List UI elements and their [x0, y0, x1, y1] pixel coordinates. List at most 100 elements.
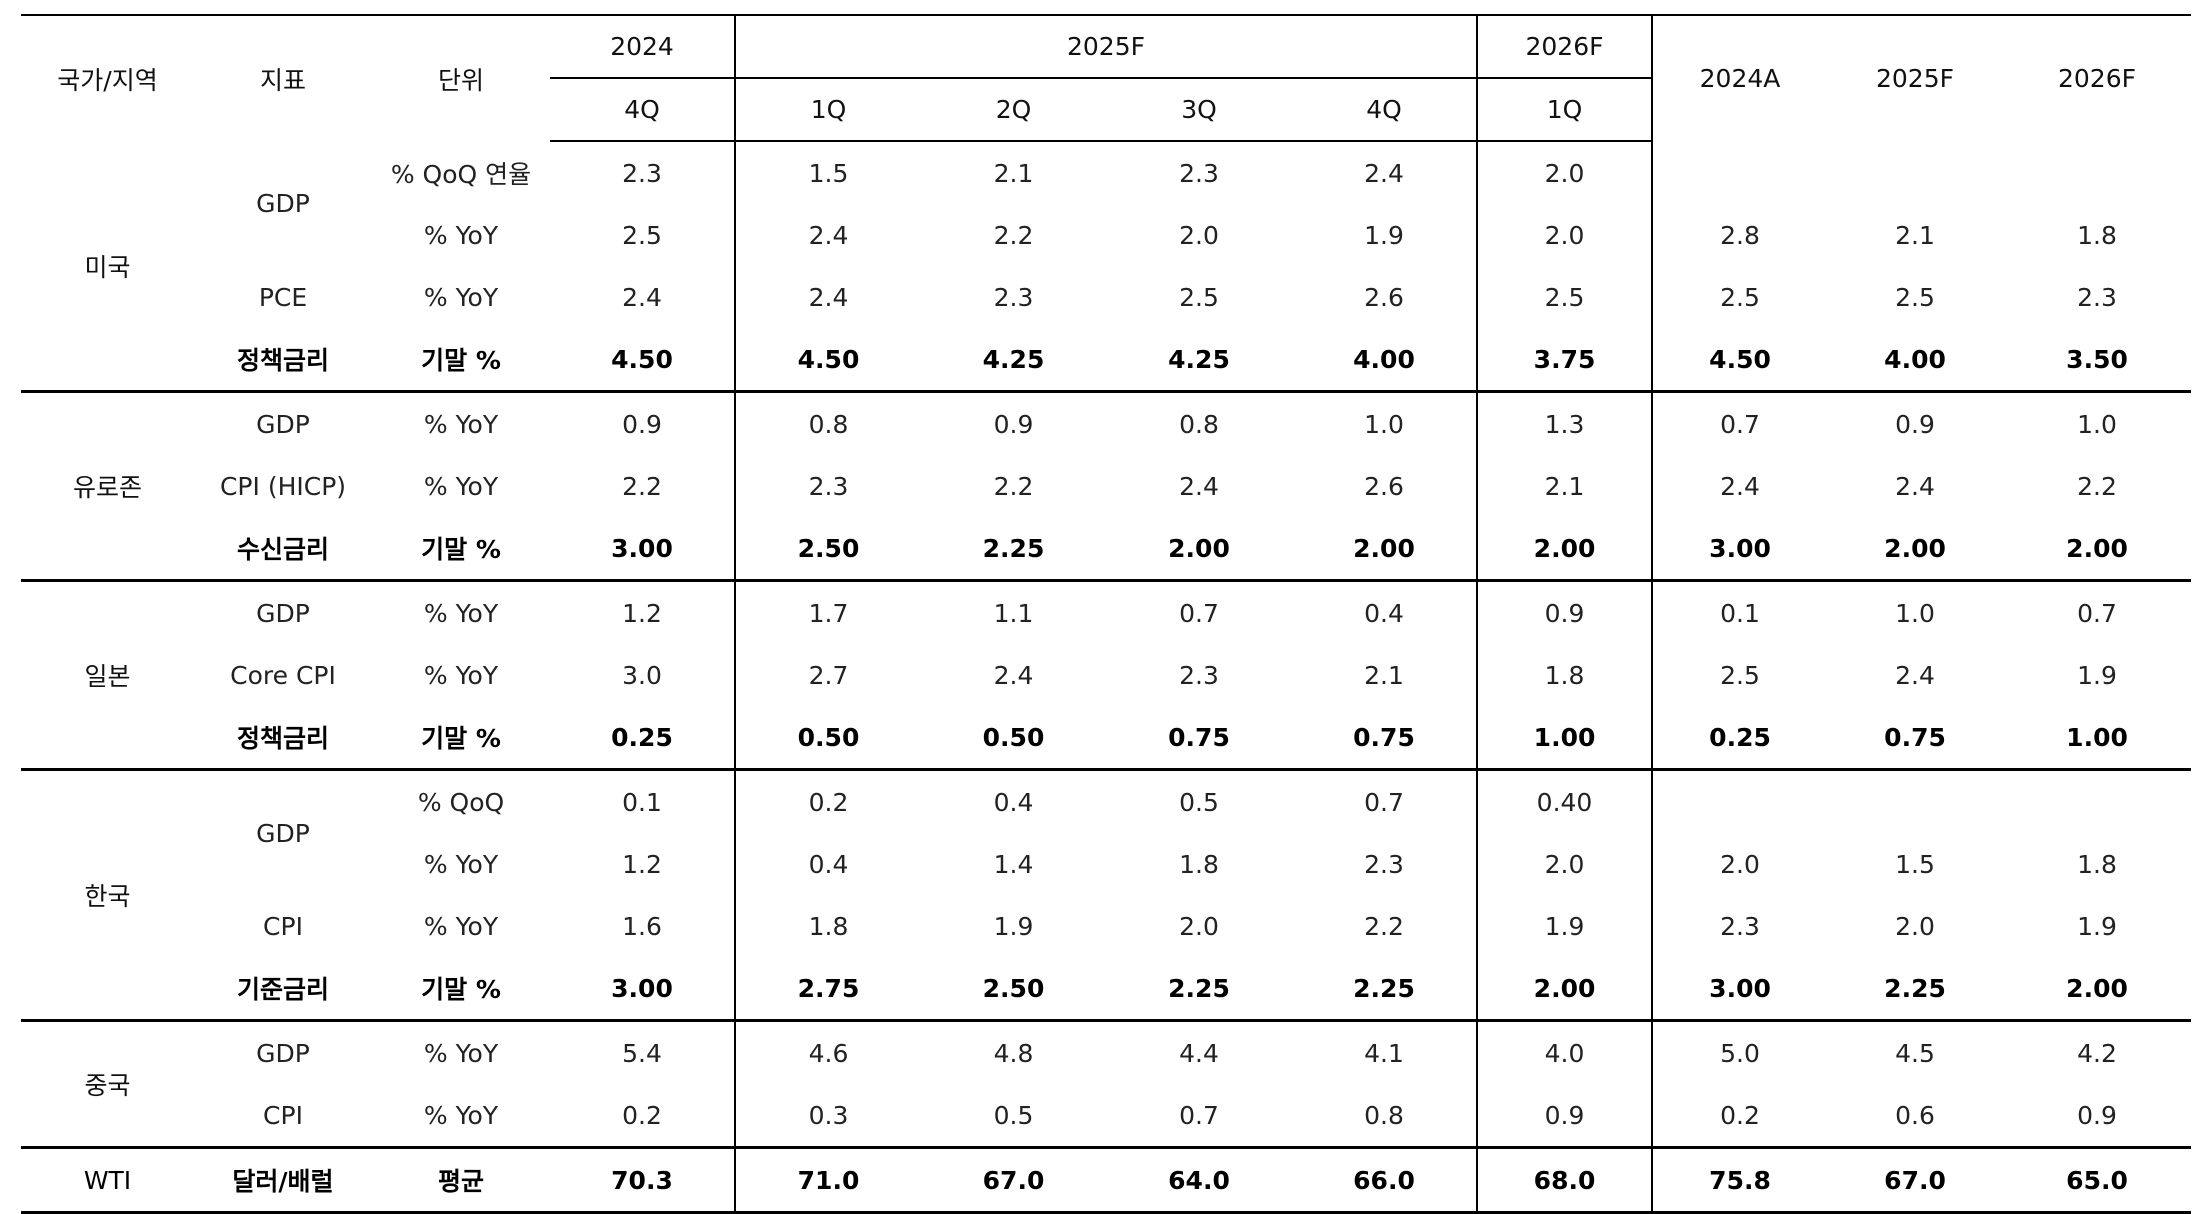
header-row-years: 국가/지역 지표 단위 2024 2025F 2026F 2024A 2025F…	[21, 14, 2192, 141]
table-body: 미국 GDP% QoQ 연율 2.3 1.5 2.1 2.3 2.4 2.0% YoY 2.5 2…	[21, 141, 2192, 1214]
quarter-value-cell: 4.4	[1106, 1019, 1292, 1084]
quarter-value-cell: 4.0	[1476, 1019, 1653, 1084]
quarter-value-cell: 2.5	[1476, 266, 1653, 328]
annual-value-cell: 1.0	[2003, 390, 2192, 455]
table-row: 수신금리 기말 % 3.00 2.50 2.25 2.00 2.00 2.00 3.00 2.00…	[21, 517, 2191, 581]
annual-value-cell: 1.8	[2077, 220, 2117, 250]
quarter-value-cell: 2.6	[1364, 471, 1404, 501]
unit-cell: % YoY	[423, 220, 499, 250]
unit-cell: % YoY	[423, 282, 499, 312]
unit-cell: % YoY	[423, 1100, 499, 1130]
quarter-value-cell: 0.8	[734, 390, 921, 455]
quarter-value-cell: 2.00	[1476, 957, 1653, 1021]
indicator-cell: 달러/배럴	[194, 1146, 372, 1214]
quarter-value-cell: 71.0	[734, 1146, 921, 1214]
quarter-value-cell: 1.9	[1476, 895, 1653, 957]
indicator-cell: 정책금리	[236, 346, 329, 375]
unit-cell: % YoY	[372, 1019, 550, 1084]
region-cell: 한국	[21, 768, 194, 1021]
annual-value-cell	[1827, 768, 2004, 833]
annual-value-cell: 2.5	[1651, 266, 1828, 328]
quarter-value-cell: 2.75	[734, 957, 921, 1021]
quarter-value-cell: 2.3	[1364, 849, 1404, 879]
region-cell: 유로존	[21, 390, 194, 581]
quarter-value-cell: 1.5	[734, 141, 921, 204]
table-row: 유로존 GDP% YoY 0.9 0.8 0.9 0.8 1.0 1.3 0.7 0.9 1.0	[21, 390, 2192, 581]
table-row: CPI% YoY 0.2 0.3 0.5 0.7 0.8 0.9 0.2 0.6 0.9	[21, 1084, 2191, 1148]
quarter-value-cell: 1.3	[1476, 390, 1653, 455]
quarter-value-cell: 1.4	[993, 849, 1034, 879]
annual-value-cell: 4.5	[1827, 1019, 2004, 1084]
quarter-value-cell: 0.50	[734, 706, 921, 770]
table-row: PCE% YoY 2.4 2.4 2.3 2.5 2.6 2.5 2.5 2.5 2.3	[21, 266, 2191, 328]
indicator-cell: 수신금리	[236, 535, 329, 564]
quarter-value-cell: 0.9	[1476, 1084, 1653, 1148]
table-header: 국가/지역 지표 단위 2024 2025F 2026F 2024A 2025F…	[21, 14, 2192, 142]
quarter-value-cell: 0.4	[734, 833, 921, 895]
quarter-value-cell: 5.4	[550, 1019, 735, 1084]
table-row: WTI 달러/배럴 평균 70.3 71.0 67.0 64.0 66.0 68.0 75.8 67…	[21, 1146, 2192, 1214]
quarter-value-cell: 0.7	[1179, 1100, 1219, 1130]
quarter-value-cell: 1.0	[1292, 390, 1478, 455]
annual-value-cell: 0.9	[2077, 1100, 2117, 1130]
header-year-2026f: 2026F	[1476, 14, 1653, 79]
annual-value-cell	[1651, 768, 1828, 833]
annual-value-cell: 2.00	[2066, 973, 2128, 1003]
annual-value-cell: 3.00	[1651, 957, 1828, 1021]
annual-value-cell: 2.0	[1651, 833, 1828, 895]
indicator-cell: Core CPI	[230, 660, 336, 690]
annual-value-cell: 67.0	[1827, 1146, 2004, 1214]
indicator-cell: CPI	[263, 1100, 303, 1130]
table-row: CPI% YoY 1.6 1.8 1.9 2.0 2.2 1.9 2.3 2.0 1.9	[21, 895, 2191, 957]
table-row: 중국 GDP% YoY 5.4 4.6 4.8 4.4 4.1 4.0 5.0 4.5 4.2	[21, 1019, 2192, 1148]
annual-value-cell: 1.8	[2077, 849, 2117, 879]
annual-value-cell: 0.7	[1651, 390, 1828, 455]
quarter-value-cell: 1.8	[1179, 849, 1219, 879]
annual-value-cell	[1651, 141, 1828, 204]
annual-value-cell: 2.4	[1895, 471, 1935, 501]
quarter-value-cell: 2.4	[734, 266, 921, 328]
quarter-value-cell: 4.50	[734, 328, 921, 392]
quarter-value-cell: 0.25	[611, 722, 673, 752]
quarter-value-cell: 2.25	[1168, 973, 1230, 1003]
quarter-value-cell: 2.0	[1179, 911, 1219, 941]
quarter-value-cell: 2.0	[1476, 204, 1653, 266]
indicator-cell: GDP	[194, 1019, 372, 1084]
indicator-cell: 정책금리	[236, 724, 329, 753]
unit-cell: % YoY	[423, 471, 499, 501]
unit-cell: % YoY	[423, 911, 499, 941]
quarter-value-cell: 4.25	[982, 344, 1045, 374]
quarter-value-cell: 0.8	[1106, 390, 1292, 455]
quarter-value-cell: 3.00	[611, 533, 673, 563]
quarter-value-cell: 2.00	[1476, 517, 1653, 581]
header-q1-2026: 1Q	[1476, 78, 1653, 142]
quarter-value-cell: 2.1	[1476, 455, 1653, 517]
annual-value-cell: 2.1	[1895, 220, 1935, 250]
quarter-value-cell: 2.2	[622, 471, 662, 501]
annual-value-cell: 2.8	[1651, 204, 1828, 266]
table-row: 일본 GDP% YoY 1.2 1.7 1.1 0.7 0.4 0.9 0.1 1.0 0.7	[21, 579, 2192, 770]
region-cell: 일본	[21, 579, 194, 770]
quarter-value-cell: 2.25	[1353, 973, 1415, 1003]
annual-value-cell: 4.50	[1651, 328, 1828, 392]
quarter-value-cell: 2.5	[1179, 282, 1219, 312]
quarter-value-cell: 2.5	[622, 220, 662, 250]
table-row: 정책금리 기말 % 4.50 4.50 4.25 4.25 4.00 3.75 4.50 4.00…	[21, 328, 2191, 392]
quarter-value-cell: 1.9	[1364, 220, 1404, 250]
header-year-2025f: 2025F	[733, 14, 1478, 79]
quarter-value-cell: 3.75	[1476, 328, 1653, 392]
annual-value-cell: 2.00	[1884, 533, 1946, 563]
header-q4-2024: 4Q	[550, 78, 735, 142]
quarter-value-cell: 0.4	[1292, 579, 1478, 644]
annual-value-cell: 2.0	[1895, 911, 1935, 941]
quarter-value-cell: 0.40	[1476, 768, 1653, 833]
quarter-value-cell: 70.3	[550, 1146, 735, 1214]
annual-value-cell	[2003, 141, 2191, 204]
quarter-value-cell: 2.4	[993, 660, 1034, 690]
header-q3-2025: 3Q	[1106, 78, 1292, 142]
unit-cell: % YoY	[423, 849, 499, 879]
quarter-value-cell: 68.0	[1476, 1146, 1653, 1214]
quarter-value-cell: 66.0	[1292, 1146, 1478, 1214]
quarter-value-cell: 2.0	[1179, 220, 1219, 250]
table-row: 정책금리 기말 % 0.25 0.50 0.50 0.75 0.75 1.00 0.25 0.75…	[21, 706, 2191, 770]
